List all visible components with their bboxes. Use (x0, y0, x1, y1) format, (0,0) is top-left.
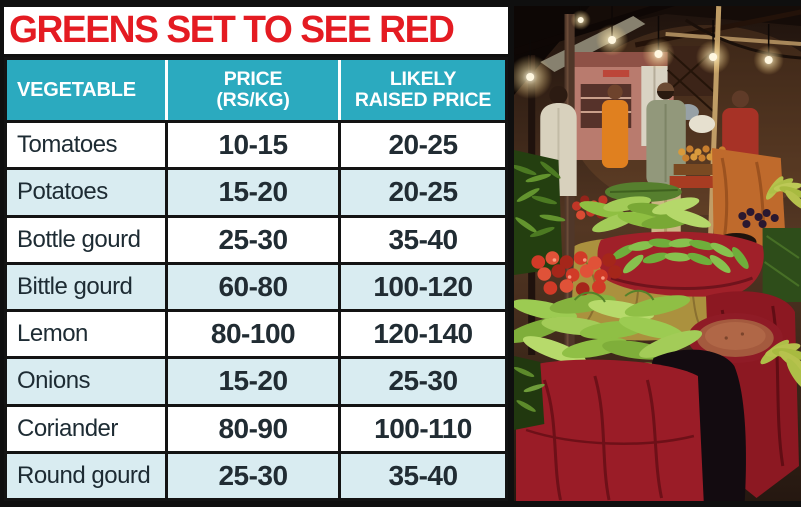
frame-top (514, 0, 801, 6)
banana-bunch (760, 339, 801, 390)
market-photo-illustration (514, 0, 801, 507)
produce-stalls (514, 145, 801, 507)
current-price: 80-90 (168, 406, 338, 451)
light-bulb (753, 24, 784, 75)
raised-price: 20-25 (341, 123, 505, 168)
vegetable-name: Coriander (7, 406, 165, 451)
vegetable-name: Bottle gourd (7, 217, 165, 262)
raised-price: 100-120 (341, 264, 505, 309)
table-row: Onions 15-20 25-30 (7, 359, 505, 404)
bean-pile (514, 356, 545, 430)
bitter-gourd-basket (597, 231, 764, 297)
column-header-raised-price: LIKELY RAISED PRICE (341, 60, 505, 120)
current-price: 25-30 (168, 217, 338, 262)
vegetable-name: Onions (7, 359, 165, 404)
terracotta-basket (687, 313, 783, 363)
table-row: Round gourd 25-30 35-40 (7, 453, 505, 498)
current-price: 15-20 (168, 170, 338, 215)
table-panel: GREENS SET TO SEE RED VEGETABLE PRICE (R… (4, 7, 508, 501)
light-bulb (514, 40, 553, 99)
table-row: Bittle gourd 60-80 100-120 (7, 264, 505, 309)
table-row: Coriander 80-90 100-110 (7, 406, 505, 451)
vegetable-name: Bittle gourd (7, 264, 165, 309)
headline: GREENS SET TO SEE RED (9, 9, 455, 51)
headline-band: GREENS SET TO SEE RED (4, 7, 508, 54)
sack (688, 115, 716, 133)
table-header: VEGETABLE PRICE (RS/KG) LIKELY RAISED PR… (7, 60, 505, 120)
table-row: Bottle gourd 25-30 35-40 (7, 217, 505, 262)
raised-price: 100-110 (341, 406, 505, 451)
bamboo-crossbar (665, 32, 801, 46)
light-bulb (642, 16, 675, 70)
shop-sign (602, 70, 630, 77)
table-row: Tomatoes 10-15 20-25 (7, 123, 505, 168)
current-price: 25-30 (168, 453, 338, 498)
raised-price: 25-30 (341, 359, 505, 404)
banana-bunch (765, 176, 801, 210)
price-table: VEGETABLE PRICE (RS/KG) LIKELY RAISED PR… (4, 57, 508, 501)
current-price: 80-100 (168, 312, 338, 357)
raised-price: 35-40 (341, 453, 505, 498)
column-header-vegetable: VEGETABLE (7, 60, 165, 120)
current-price: 15-20 (168, 359, 338, 404)
vegetable-name: Round gourd (7, 453, 165, 498)
column-header-price: PRICE (RS/KG) (168, 60, 338, 120)
bean-pile (514, 150, 566, 275)
current-price: 60-80 (168, 264, 338, 309)
table-row: Potatoes 15-20 20-25 (7, 170, 505, 215)
vegetable-name: Potatoes (7, 170, 165, 215)
table-row: Lemon 80-100 120-140 (7, 312, 505, 357)
market-photo (514, 0, 801, 507)
current-price: 10-15 (168, 123, 338, 168)
raised-price: 35-40 (341, 217, 505, 262)
person-figure (601, 84, 629, 168)
vegetable-name: Lemon (7, 312, 165, 357)
tomato-pile (531, 251, 622, 296)
frame-bottom (514, 501, 801, 507)
raised-price: 20-25 (341, 170, 505, 215)
raised-price: 120-140 (341, 312, 505, 357)
light-bulb (595, 6, 629, 56)
light-bulb (695, 20, 731, 74)
red-cloth-drape (516, 359, 704, 507)
vegetable-name: Tomatoes (7, 123, 165, 168)
